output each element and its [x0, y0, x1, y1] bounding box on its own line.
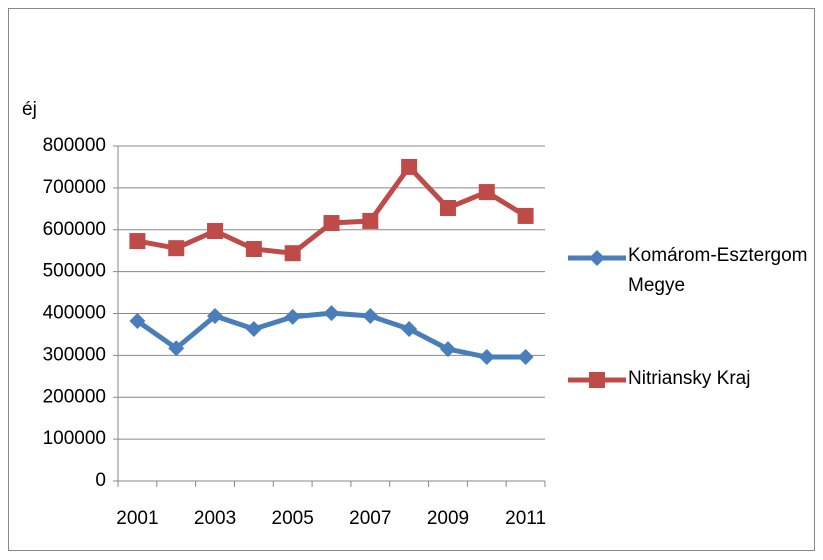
data-point [439, 199, 456, 216]
x-tick-label: 2011 [505, 508, 546, 529]
y-tick-label: 800000 [43, 135, 106, 156]
data-point [401, 320, 418, 337]
x-tick-label: 2009 [427, 508, 469, 529]
y-tick-label: 100000 [43, 428, 106, 449]
x-tick-label: 2003 [194, 508, 236, 529]
y-tick-label: 300000 [43, 344, 106, 365]
data-point [478, 184, 495, 201]
y-tick-label: 600000 [43, 219, 106, 240]
x-tick-label: 2005 [272, 508, 314, 529]
data-point [207, 223, 224, 240]
x-tick-label: 2001 [116, 508, 158, 529]
x-tick-label: 2007 [349, 508, 391, 529]
data-point [478, 349, 495, 366]
data-point [401, 158, 418, 175]
data-point [517, 349, 534, 366]
data-point [129, 313, 146, 330]
y-tick-label: 400000 [43, 303, 106, 324]
data-point [207, 308, 224, 325]
data-point [168, 340, 185, 357]
data-point [323, 305, 340, 322]
data-point [284, 308, 301, 325]
y-tick-label: 500000 [43, 261, 106, 282]
legend-marker [589, 372, 605, 388]
data-point [362, 212, 379, 229]
y-axis-label: éj [22, 99, 37, 120]
data-point [129, 233, 146, 250]
data-point [284, 245, 301, 262]
data-point [168, 240, 185, 257]
data-point [245, 241, 262, 258]
legend-marker [589, 250, 605, 266]
data-point [323, 215, 340, 232]
data-point [362, 308, 379, 325]
data-point [245, 320, 262, 337]
legend-label: Nitriansky Kraj [628, 368, 751, 389]
data-point [517, 207, 534, 224]
chart-border [8, 8, 815, 551]
data-point [439, 341, 456, 358]
y-tick-label: 200000 [43, 386, 106, 407]
legend-label: Komárom-Esztergom Megye [628, 245, 808, 296]
y-tick-label: 700000 [43, 177, 106, 198]
y-tick-label: 0 [95, 470, 106, 491]
